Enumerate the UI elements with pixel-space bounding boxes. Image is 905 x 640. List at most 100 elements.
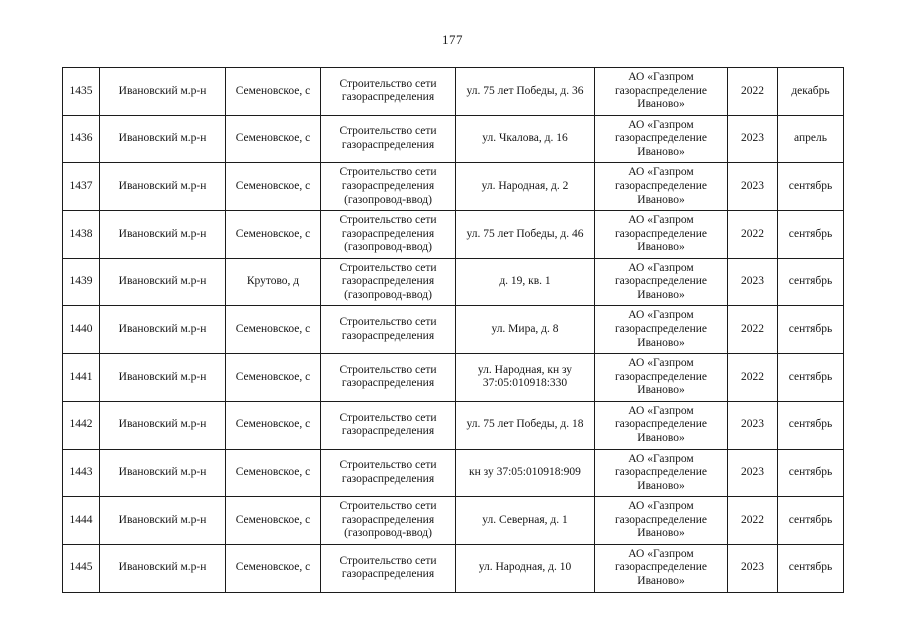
- cell-work: Строительство сети газораспределения (га…: [320, 210, 456, 259]
- cell-work: Строительство сети газораспределения: [320, 67, 456, 116]
- cell-number: 1439: [62, 257, 100, 307]
- gasification-schedule-table: 1435 Ивановский м.р-н Семеновское, с Стр…: [62, 67, 844, 593]
- cell-year: 2023: [727, 400, 778, 450]
- cell-work: Строительство сети газораспределения: [320, 543, 456, 593]
- cell-organization: АО «Газпром газораспределение Иваново»: [594, 543, 728, 593]
- cell-work: Строительство сети газораспределения: [320, 114, 456, 164]
- table-row: 1437 Ивановский м.р-н Семеновское, с Стр…: [62, 162, 844, 212]
- cell-district: Ивановский м.р-н: [99, 210, 226, 259]
- table-row: 1439 Ивановский м.р-н Крутово, д Строите…: [62, 257, 844, 307]
- cell-settlement: Семеновское, с: [225, 448, 321, 498]
- cell-district: Ивановский м.р-н: [99, 257, 226, 307]
- cell-settlement: Крутово, д: [225, 257, 321, 307]
- cell-district: Ивановский м.р-н: [99, 353, 226, 402]
- cell-address: ул. 75 лет Победы, д. 18: [455, 400, 595, 450]
- cell-settlement: Семеновское, с: [225, 210, 321, 259]
- cell-number: 1436: [62, 114, 100, 164]
- cell-district: Ивановский м.р-н: [99, 67, 226, 116]
- cell-number: 1445: [62, 543, 100, 593]
- table-row: 1438 Ивановский м.р-н Семеновское, с Стр…: [62, 210, 844, 259]
- cell-year: 2022: [727, 67, 778, 116]
- cell-settlement: Семеновское, с: [225, 67, 321, 116]
- cell-address: ул. Народная, кн зу 37:05:010918:330: [455, 353, 595, 402]
- cell-month: сентябрь: [777, 162, 844, 212]
- cell-month: сентябрь: [777, 448, 844, 498]
- cell-settlement: Семеновское, с: [225, 496, 321, 545]
- page-number: 177: [442, 32, 463, 47]
- cell-address: ул. Мира, д. 8: [455, 305, 595, 355]
- cell-number: 1441: [62, 353, 100, 402]
- cell-district: Ивановский м.р-н: [99, 496, 226, 545]
- table-row: 1443 Ивановский м.р-н Семеновское, с Стр…: [62, 448, 844, 498]
- table-row: 1435 Ивановский м.р-н Семеновское, с Стр…: [62, 67, 844, 116]
- cell-work: Строительство сети газораспределения: [320, 448, 456, 498]
- cell-number: 1435: [62, 67, 100, 116]
- cell-settlement: Семеновское, с: [225, 543, 321, 593]
- table-row: 1444 Ивановский м.р-н Семеновское, с Стр…: [62, 496, 844, 545]
- cell-year: 2023: [727, 543, 778, 593]
- cell-work: Строительство сети газораспределения: [320, 353, 456, 402]
- table-body: 1435 Ивановский м.р-н Семеновское, с Стр…: [62, 67, 844, 593]
- cell-year: 2022: [727, 496, 778, 545]
- cell-month: декабрь: [777, 67, 844, 116]
- cell-month: сентябрь: [777, 496, 844, 545]
- cell-work: Строительство сети газораспределения (га…: [320, 496, 456, 545]
- cell-district: Ивановский м.р-н: [99, 114, 226, 164]
- cell-organization: АО «Газпром газораспределение Иваново»: [594, 353, 728, 402]
- cell-month: апрель: [777, 114, 844, 164]
- cell-month: сентябрь: [777, 400, 844, 450]
- cell-district: Ивановский м.р-н: [99, 305, 226, 355]
- cell-district: Ивановский м.р-н: [99, 543, 226, 593]
- cell-address: д. 19, кв. 1: [455, 257, 595, 307]
- cell-organization: АО «Газпром газораспределение Иваново»: [594, 257, 728, 307]
- cell-organization: АО «Газпром газораспределение Иваново»: [594, 496, 728, 545]
- cell-year: 2023: [727, 114, 778, 164]
- table-row: 1440 Ивановский м.р-н Семеновское, с Стр…: [62, 305, 844, 355]
- cell-number: 1440: [62, 305, 100, 355]
- cell-organization: АО «Газпром газораспределение Иваново»: [594, 448, 728, 498]
- cell-settlement: Семеновское, с: [225, 162, 321, 212]
- cell-month: сентябрь: [777, 305, 844, 355]
- cell-number: 1438: [62, 210, 100, 259]
- cell-number: 1443: [62, 448, 100, 498]
- cell-month: сентябрь: [777, 210, 844, 259]
- cell-district: Ивановский м.р-н: [99, 400, 226, 450]
- cell-number: 1442: [62, 400, 100, 450]
- cell-organization: АО «Газпром газораспределение Иваново»: [594, 210, 728, 259]
- table-row: 1442 Ивановский м.р-н Семеновское, с Стр…: [62, 400, 844, 450]
- cell-district: Ивановский м.р-н: [99, 162, 226, 212]
- cell-district: Ивановский м.р-н: [99, 448, 226, 498]
- cell-month: сентябрь: [777, 257, 844, 307]
- cell-settlement: Семеновское, с: [225, 305, 321, 355]
- cell-month: сентябрь: [777, 543, 844, 593]
- cell-year: 2023: [727, 257, 778, 307]
- cell-number: 1444: [62, 496, 100, 545]
- cell-year: 2023: [727, 448, 778, 498]
- cell-year: 2022: [727, 305, 778, 355]
- cell-year: 2023: [727, 162, 778, 212]
- cell-address: ул. Народная, д. 10: [455, 543, 595, 593]
- cell-year: 2022: [727, 210, 778, 259]
- cell-settlement: Семеновское, с: [225, 400, 321, 450]
- cell-number: 1437: [62, 162, 100, 212]
- cell-work: Строительство сети газораспределения (га…: [320, 162, 456, 212]
- cell-address: ул. 75 лет Победы, д. 36: [455, 67, 595, 116]
- cell-settlement: Семеновское, с: [225, 353, 321, 402]
- cell-organization: АО «Газпром газораспределение Иваново»: [594, 67, 728, 116]
- cell-work: Строительство сети газораспределения: [320, 305, 456, 355]
- cell-organization: АО «Газпром газораспределение Иваново»: [594, 162, 728, 212]
- cell-year: 2022: [727, 353, 778, 402]
- cell-address: кн зу 37:05:010918:909: [455, 448, 595, 498]
- cell-organization: АО «Газпром газораспределение Иваново»: [594, 400, 728, 450]
- cell-work: Строительство сети газораспределения (га…: [320, 257, 456, 307]
- cell-address: ул. 75 лет Победы, д. 46: [455, 210, 595, 259]
- table-row: 1445 Ивановский м.р-н Семеновское, с Стр…: [62, 543, 844, 593]
- cell-organization: АО «Газпром газораспределение Иваново»: [594, 114, 728, 164]
- cell-address: ул. Северная, д. 1: [455, 496, 595, 545]
- table-row: 1441 Ивановский м.р-н Семеновское, с Стр…: [62, 353, 844, 402]
- cell-address: ул. Народная, д. 2: [455, 162, 595, 212]
- cell-settlement: Семеновское, с: [225, 114, 321, 164]
- cell-month: сентябрь: [777, 353, 844, 402]
- cell-organization: АО «Газпром газораспределение Иваново»: [594, 305, 728, 355]
